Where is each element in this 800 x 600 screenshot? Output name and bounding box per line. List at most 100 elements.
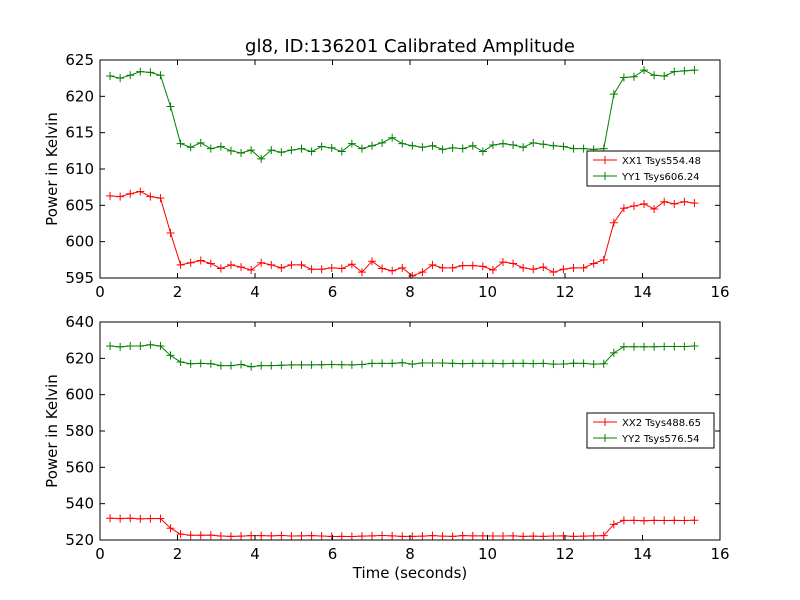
data-point [237,532,246,540]
data-point [650,516,659,525]
chart-title: gl8, ID:136201 Calibrated Amplitude [245,36,575,57]
data-point [116,74,125,83]
data-point [488,266,497,275]
data-point [549,532,558,540]
data-point [478,359,487,368]
data-point [438,145,447,154]
data-point [237,263,246,272]
data-point [347,360,356,369]
data-point [297,360,306,369]
x-tick-label: 14 [633,545,652,563]
data-point [267,146,276,155]
data-point [468,261,477,270]
data-point [438,532,447,540]
data-point [690,66,699,75]
series-group [106,66,699,278]
data-point [206,531,215,540]
data-point [609,520,618,529]
data-point [368,531,377,540]
data-point [680,197,689,206]
data-point [478,147,487,156]
data-point [458,261,467,270]
data-point [509,259,518,268]
data-point [398,532,407,540]
data-point [247,362,256,371]
data-point [257,154,266,163]
y-tick-label: 605 [65,196,94,214]
data-point [166,524,175,533]
data-point [579,144,588,153]
data-point [196,531,205,540]
data-point [307,531,316,540]
data-point [136,67,145,76]
data-point [216,532,225,540]
data-point [438,359,447,368]
data-point [398,358,407,367]
data-point [579,359,588,368]
data-point [237,149,246,158]
data-point [650,342,659,351]
y-tick-label: 615 [65,124,94,142]
data-point [287,532,296,540]
data-point [670,199,679,208]
data-point [277,148,286,157]
data-point [468,531,477,540]
data-point [690,341,699,350]
data-point [297,144,306,153]
data-point [146,340,155,349]
legend-box [586,150,721,187]
data-point [660,516,669,525]
data-point [126,71,135,80]
data-point [126,341,135,350]
data-point [106,341,115,350]
data-point [609,90,618,99]
data-point [529,359,538,368]
y-tick-label: 610 [65,160,94,178]
data-point [146,514,155,523]
data-point [569,144,578,153]
y-tick-label: 520 [65,531,94,549]
legend-label: YY1 Tsys606.24 [621,172,700,183]
data-point [257,258,266,267]
data-point [206,359,215,368]
data-point [650,204,659,213]
x-tick-label: 14 [633,283,652,301]
data-point [186,143,195,152]
x-tick-label: 0 [95,545,105,563]
data-point [408,141,417,150]
data-point [156,71,165,80]
data-point [317,360,326,369]
data-point [357,360,366,369]
data-point [599,255,608,264]
data-point [226,532,235,540]
data-point [247,146,256,155]
data-point [488,141,497,150]
data-point [287,260,296,269]
data-point [378,531,387,540]
y-tick-label: 600 [65,386,94,404]
data-point [418,143,427,152]
y-tick-label: 640 [65,313,94,331]
legend-label: XX2 Tsys488.65 [622,418,701,429]
data-point [549,268,558,277]
data-point [388,133,397,142]
data-point [368,257,377,266]
data-point [458,531,467,540]
data-point [448,532,457,540]
data-point [539,140,548,149]
data-point [619,204,628,213]
data-point [106,191,115,200]
data-point [327,360,336,369]
data-point [136,341,145,350]
data-point [337,360,346,369]
x-tick-label: 10 [478,283,497,301]
data-point [337,264,346,273]
data-point [216,142,225,151]
data-point [297,260,306,269]
data-point [176,357,185,366]
data-point [398,263,407,272]
data-point [680,66,689,75]
data-point [509,531,518,540]
data-point [680,516,689,525]
